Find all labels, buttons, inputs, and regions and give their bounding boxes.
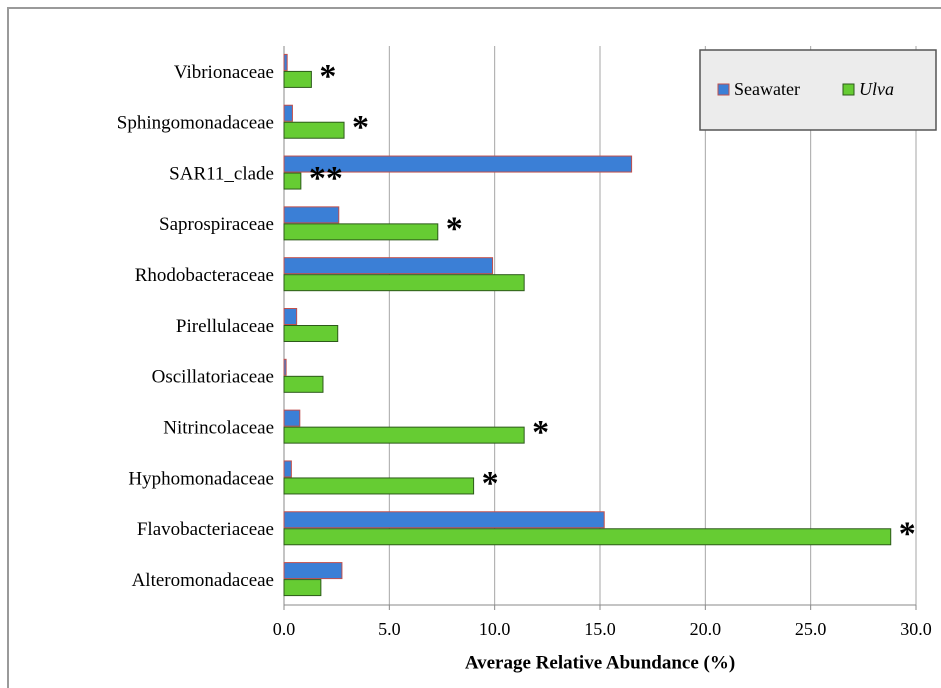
significance-label: * xyxy=(482,465,499,502)
x-tick-label: 0.0 xyxy=(273,619,296,639)
bar xyxy=(283,477,475,495)
x-tick-label: 15.0 xyxy=(584,619,616,639)
bar xyxy=(283,70,312,88)
legend-label: Ulva xyxy=(859,79,894,99)
legend-swatch xyxy=(717,83,730,96)
bar xyxy=(283,257,494,275)
bar xyxy=(283,426,525,444)
x-tick-label: 25.0 xyxy=(795,619,827,639)
legend-swatch xyxy=(842,83,855,96)
bar xyxy=(283,358,287,376)
x-tick-label: 5.0 xyxy=(378,619,401,639)
bar xyxy=(283,53,288,71)
y-tick-label: SAR11_clade xyxy=(169,163,274,184)
bar xyxy=(283,325,339,342)
y-tick-label: Nitrincolaceae xyxy=(163,417,274,438)
legend-label: Seawater xyxy=(734,79,800,99)
y-tick-label: Saprospiraceae xyxy=(159,214,274,235)
significance-label: ** xyxy=(309,160,343,197)
y-tick-label: Flavobacteriaceae xyxy=(137,519,274,540)
y-tick-label: Pirellulaceae xyxy=(176,316,274,337)
significance-label: * xyxy=(352,109,369,146)
bar xyxy=(283,562,343,580)
significance-label: * xyxy=(532,414,549,451)
bar xyxy=(283,206,340,224)
bar xyxy=(283,308,298,325)
bar xyxy=(283,155,633,173)
significance-label: * xyxy=(446,211,463,248)
x-tick-label: 20.0 xyxy=(690,619,722,639)
y-tick-label: Rhodobacteraceae xyxy=(135,265,274,286)
bar xyxy=(283,409,301,427)
bar xyxy=(283,274,525,292)
x-axis-title: Average Relative Abundance (%) xyxy=(465,652,735,673)
x-tick-label: 30.0 xyxy=(900,619,932,639)
bar xyxy=(283,528,892,546)
significance-label: * xyxy=(319,58,336,95)
bar xyxy=(283,223,439,241)
x-tick-label: 10.0 xyxy=(479,619,511,639)
bar xyxy=(283,104,293,122)
y-tick-label: Oscillatoriaceae xyxy=(152,367,274,388)
y-tick-label: Hyphomonadaceae xyxy=(128,468,274,489)
bar xyxy=(283,579,322,597)
bar xyxy=(283,375,324,393)
bar xyxy=(283,121,345,139)
bar xyxy=(283,511,605,529)
significance-label: * xyxy=(899,516,916,553)
y-tick-label: Vibrionaceae xyxy=(174,62,274,83)
y-tick-label: Sphingomonadaceae xyxy=(117,113,274,134)
bar xyxy=(283,172,302,190)
bar xyxy=(283,460,292,478)
legend-box xyxy=(699,49,937,131)
y-tick-label: Alteromonadaceae xyxy=(132,570,274,591)
